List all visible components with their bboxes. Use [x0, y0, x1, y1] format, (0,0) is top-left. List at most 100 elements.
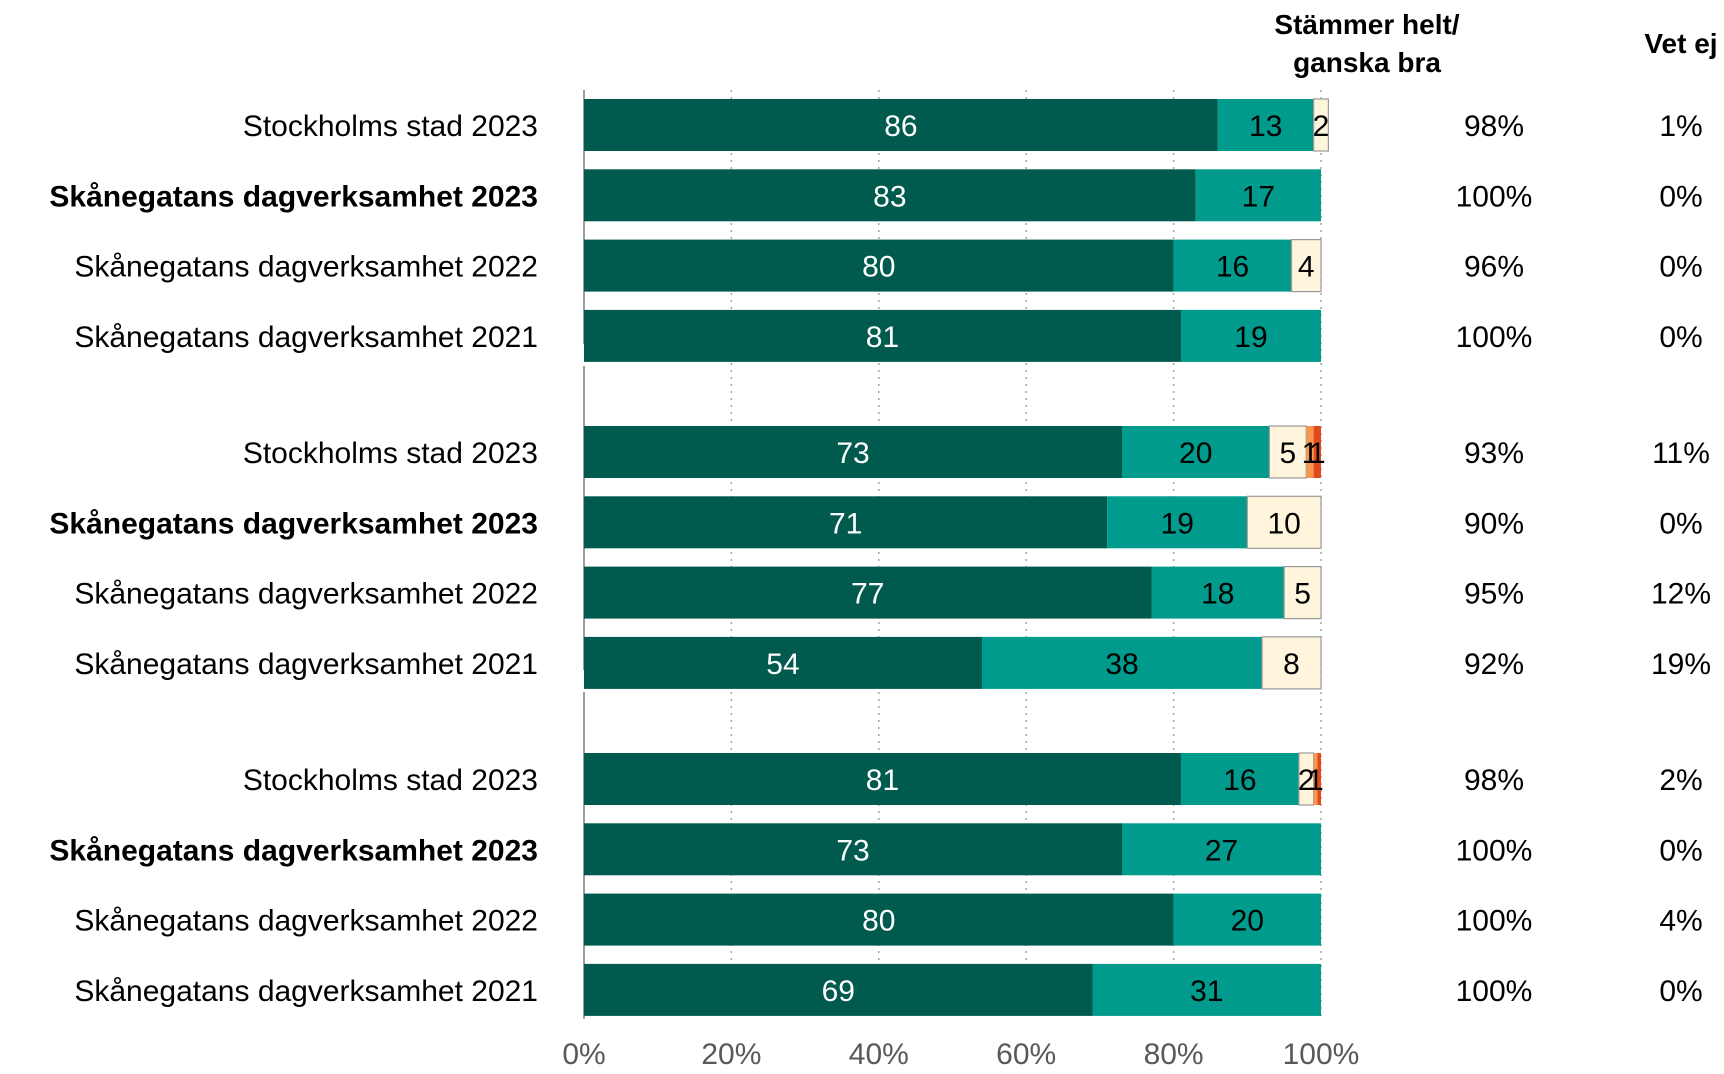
data-label: 31: [1190, 975, 1223, 1008]
bar-segment: [584, 893, 1174, 946]
data-label: 81: [866, 764, 899, 797]
row-label: Skånegatans dagverksamhet 2023: [49, 834, 538, 867]
bar-segment: [1092, 963, 1321, 1016]
x-tick-label: 40%: [849, 1038, 909, 1071]
bar-segment: [584, 309, 1181, 362]
bar-segment: [1317, 753, 1321, 805]
bar-segment: [1195, 169, 1321, 222]
row-label: Skånegatans dagverksamhet 2022: [74, 251, 538, 284]
data-label: 8: [1283, 648, 1300, 681]
x-tick-label: 60%: [996, 1038, 1056, 1071]
bar-segment: [1313, 98, 1329, 152]
row-labels: Stockholms stad 2023 Skånegatans dagverks…: [49, 110, 538, 1008]
dont-know-value: 0%: [1659, 251, 1702, 284]
bar-segment: [1306, 426, 1314, 478]
bar-segment: [1261, 636, 1322, 690]
bar-segment: [1246, 495, 1322, 549]
x-tick-label: 0%: [562, 1038, 605, 1071]
data-label: 10: [1267, 507, 1300, 540]
bar-segment: [1173, 239, 1292, 292]
bar-segment: [1217, 99, 1314, 151]
data-label: 86: [884, 110, 917, 143]
dont-know-value: 0%: [1659, 507, 1702, 540]
bar-segment: [1180, 309, 1321, 362]
bar-segment: [584, 566, 1152, 619]
bar-segment: [584, 239, 1174, 292]
row-label: Stockholms stad 2023: [243, 437, 538, 470]
dont-know-value: 11%: [1652, 437, 1710, 470]
row-label: Skånegatans dagverksamhet 2021: [74, 321, 538, 354]
data-label: 20: [1179, 437, 1212, 470]
share-agree-value: 100%: [1456, 321, 1533, 354]
data-label: 4: [1298, 251, 1315, 284]
data-label: 77: [851, 578, 884, 611]
x-tick-label: 20%: [701, 1038, 761, 1071]
share-agree-value: 96%: [1464, 251, 1524, 284]
row-label: Stockholms stad 2023: [243, 110, 538, 143]
x-axis-ticks: 0% 20% 40% 60% 80% 100%: [562, 1038, 1359, 1071]
data-label: 5: [1294, 578, 1311, 611]
bar-segment: [584, 963, 1093, 1016]
col2-header: Vet ej: [1644, 28, 1717, 59]
data-label: 71: [829, 507, 862, 540]
bar-segment: [1313, 753, 1318, 805]
data-label: 1: [1307, 764, 1324, 797]
bar-segment: [584, 169, 1196, 222]
bar-segment: [1122, 426, 1270, 478]
bar-segment: [584, 823, 1123, 876]
row-label: Skånegatans dagverksamhet 2023: [49, 180, 538, 213]
bar-segment: [1122, 823, 1321, 876]
data-label: 2: [1298, 764, 1315, 797]
share-agree-value: 93%: [1464, 437, 1524, 470]
share-agree-value: 100%: [1456, 180, 1533, 213]
dont-know-value: 1%: [1659, 110, 1702, 143]
data-label: 16: [1223, 764, 1256, 797]
share-agree-value: 95%: [1464, 578, 1524, 611]
share-agree-value: 100%: [1456, 834, 1533, 867]
dont-know-value: 2%: [1659, 764, 1702, 797]
data-label: 80: [862, 905, 895, 938]
share-agree-value: 92%: [1464, 648, 1524, 681]
row-label: Skånegatans dagverksamhet 2022: [74, 578, 538, 611]
dont-know-value: 0%: [1659, 834, 1702, 867]
bar-segment: [1151, 566, 1285, 619]
bar-segment: [1283, 565, 1322, 620]
bar-segment: [584, 753, 1181, 805]
data-label: 69: [822, 975, 855, 1008]
share-agree-value: 100%: [1456, 905, 1533, 938]
data-label: 73: [836, 437, 869, 470]
share-agree-value: 100%: [1456, 975, 1533, 1008]
data-label: 20: [1231, 905, 1264, 938]
dont-know-value: 19%: [1651, 648, 1711, 681]
bar-segment: [584, 99, 1218, 151]
dont-know-value: 4%: [1659, 905, 1702, 938]
bar-segment: [1107, 496, 1248, 549]
bar-segment: [981, 636, 1263, 689]
bar-segment: [584, 636, 982, 689]
data-label: 38: [1105, 648, 1138, 681]
column-headers: Stämmer helt/ ganska bra Vet ej: [1274, 9, 1717, 78]
data-label: 13: [1249, 110, 1282, 143]
bar-segment: [1268, 425, 1307, 479]
share-agree-value: 98%: [1464, 110, 1524, 143]
data-label: 1: [1309, 437, 1326, 470]
summary-columns: 98% 1% 100% 0% 96% 0% 100% 0% 93% 11% 90% 0% 95% 12% 9…: [1456, 110, 1711, 1008]
row-label: Skånegatans dagverksamhet 2021: [74, 975, 538, 1008]
row-label: Skånegatans dagverksamhet 2023: [49, 507, 538, 540]
dont-know-value: 0%: [1659, 975, 1702, 1008]
bar-segment: [1290, 239, 1322, 293]
dont-know-value: 0%: [1659, 321, 1702, 354]
data-label: 1: [1302, 437, 1319, 470]
x-tick-label: 100%: [1283, 1038, 1360, 1071]
data-label: 83: [873, 180, 906, 213]
bar-segment: [1180, 753, 1299, 805]
data-label: 81: [866, 321, 899, 354]
data-label: 5: [1279, 437, 1296, 470]
bar-segment: [584, 426, 1123, 478]
grid-lines: [730, 90, 1322, 1019]
data-label: 27: [1205, 834, 1238, 867]
col1-header-line1: Stämmer helt/: [1274, 9, 1459, 40]
data-label: 16: [1216, 251, 1249, 284]
